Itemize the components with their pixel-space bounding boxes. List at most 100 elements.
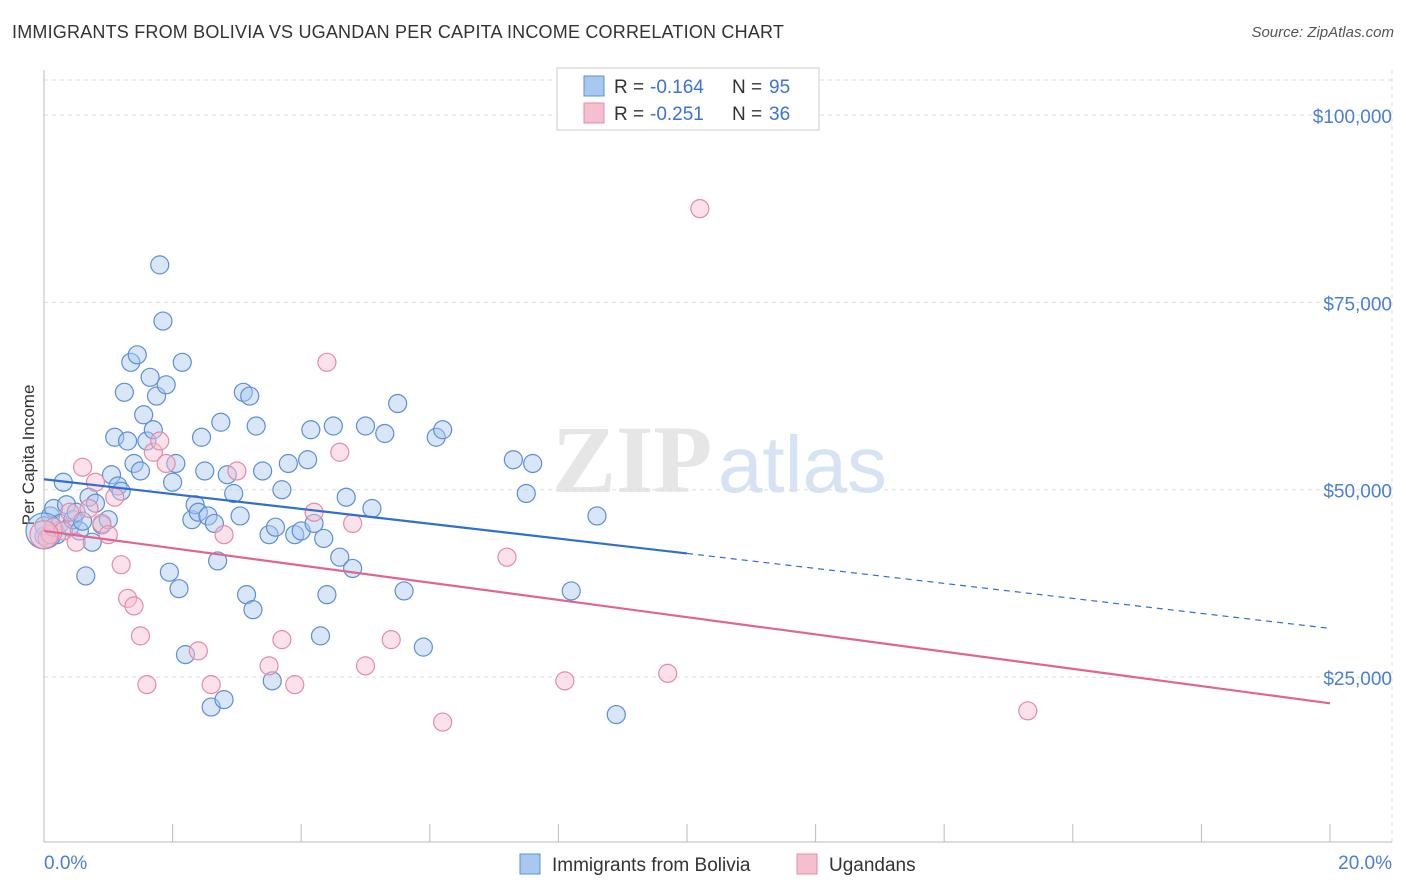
ugandans-point: [117, 588, 138, 609]
ugandans-point: [285, 675, 305, 695]
bolivia-point: [262, 671, 282, 691]
ugandans-point: [272, 630, 292, 650]
bolivia-point: [198, 506, 218, 526]
bolivia-point: [211, 412, 231, 432]
ugandans-point: [124, 596, 144, 616]
ugandans-point: [259, 656, 279, 676]
ugandans-point: [355, 656, 376, 676]
bolivia-point: [172, 352, 192, 372]
y-tick-labels: $25,000 $50,000 $75,000 $100,000: [1313, 107, 1392, 690]
legend-bottom: Immigrants from Bolivia Ugandans: [519, 853, 916, 876]
legend-ugandans-swatch: [583, 102, 605, 124]
bolivia-point: [336, 487, 356, 507]
bolivia-point: [153, 311, 173, 331]
bolivia-point: [127, 345, 147, 365]
trend-lines: [43, 478, 1331, 705]
bolivia-point: [182, 510, 202, 530]
bolivia-point: [114, 382, 134, 402]
y-tick-label: $100,000: [1313, 107, 1392, 128]
bolivia-point: [163, 472, 183, 492]
watermark-atlas: atlas: [718, 420, 887, 509]
bolivia-point: [76, 566, 96, 586]
bolivia-point: [159, 562, 179, 582]
legend-bottom-ugandans-label: Ugandans: [829, 855, 916, 876]
bolivia-point: [150, 255, 170, 275]
ugandans-point: [105, 487, 125, 507]
ugandans-point: [381, 630, 401, 650]
bolivia-point: [175, 645, 196, 665]
series-ugandans-points: [29, 199, 1038, 732]
bolivia-point: [587, 506, 607, 526]
legend-bolivia-n-label: N =: [732, 77, 762, 98]
ugandans-point: [143, 442, 163, 462]
bolivia-point: [323, 416, 343, 436]
ugandans-point: [1018, 701, 1038, 721]
bolivia-point: [317, 585, 337, 605]
bolivia-point: [272, 480, 292, 500]
bolivia-point: [188, 502, 208, 522]
legend-bolivia-swatch: [583, 75, 605, 97]
y-tick-label: $50,000: [1323, 482, 1392, 503]
bolivia-point: [195, 461, 215, 481]
ugandans-point: [79, 498, 99, 519]
legend-ugandans-r-label: R =: [614, 104, 644, 125]
x-tick-label-max: 20.0%: [1338, 853, 1392, 874]
ugandans-point: [658, 663, 678, 683]
y-tick-label: $75,000: [1323, 294, 1392, 315]
bolivia-point: [413, 637, 433, 657]
bolivia-point: [503, 450, 523, 470]
bolivia-point: [298, 450, 318, 470]
bolivia-point: [134, 405, 154, 425]
ugandans-point: [111, 555, 131, 575]
bolivia-point: [516, 483, 536, 504]
bolivia-point: [117, 431, 138, 451]
ugandans-point: [201, 675, 221, 695]
bolivia-trend-line: [43, 478, 688, 555]
ugandans-trend-line: [43, 529, 1331, 705]
bolivia-point: [314, 528, 334, 549]
bolivia-point: [375, 423, 395, 444]
ugandans-point: [330, 442, 350, 462]
bolivia-point: [230, 506, 250, 526]
ugandans-point: [227, 461, 247, 481]
bolivia-point: [278, 453, 298, 474]
bolivia-point: [259, 525, 279, 545]
ugandans-point: [72, 457, 93, 477]
bolivia-point: [388, 393, 408, 414]
bolivia-point: [105, 427, 125, 447]
ugandans-point: [317, 352, 337, 372]
bolivia-point: [330, 547, 350, 567]
bolivia-point: [301, 420, 321, 440]
ugandans-point: [343, 513, 363, 534]
bolivia-point: [130, 461, 151, 481]
bolivia-point: [265, 517, 286, 537]
bolivia-point: [304, 513, 324, 534]
bolivia-point: [246, 416, 266, 436]
ugandans-point: [92, 513, 112, 534]
ugandans-point: [555, 671, 575, 691]
ugandans-point: [690, 199, 710, 219]
bolivia-point: [426, 427, 446, 447]
ugandans-point: [60, 502, 80, 522]
grid-lines: [44, 70, 1393, 842]
bolivia-point: [433, 420, 453, 440]
ugandans-point: [66, 532, 86, 552]
bolivia-point: [310, 626, 331, 646]
ugandans-point: [433, 712, 453, 732]
bolivia-point: [140, 367, 160, 387]
legend-bottom-bolivia-swatch: [519, 853, 541, 875]
ugandans-point: [130, 626, 151, 646]
bolivia-point: [191, 427, 212, 447]
bolivia-point: [343, 558, 363, 579]
ugandans-point: [214, 525, 234, 545]
bolivia-point: [156, 375, 176, 395]
ugandans-point: [137, 675, 157, 695]
legend-top: R = -0.164 N = 95 R = -0.251 N = 36: [556, 67, 820, 131]
bolivia-point: [355, 416, 376, 436]
legend-bottom-ugandans-swatch: [796, 853, 818, 875]
bolivia-point: [243, 600, 263, 620]
legend-bolivia-r-label: R =: [614, 77, 644, 98]
bolivia-trend-extension: [686, 552, 1331, 629]
chart-title: IMMIGRANTS FROM BOLIVIA VS UGANDAN PER C…: [12, 22, 785, 42]
